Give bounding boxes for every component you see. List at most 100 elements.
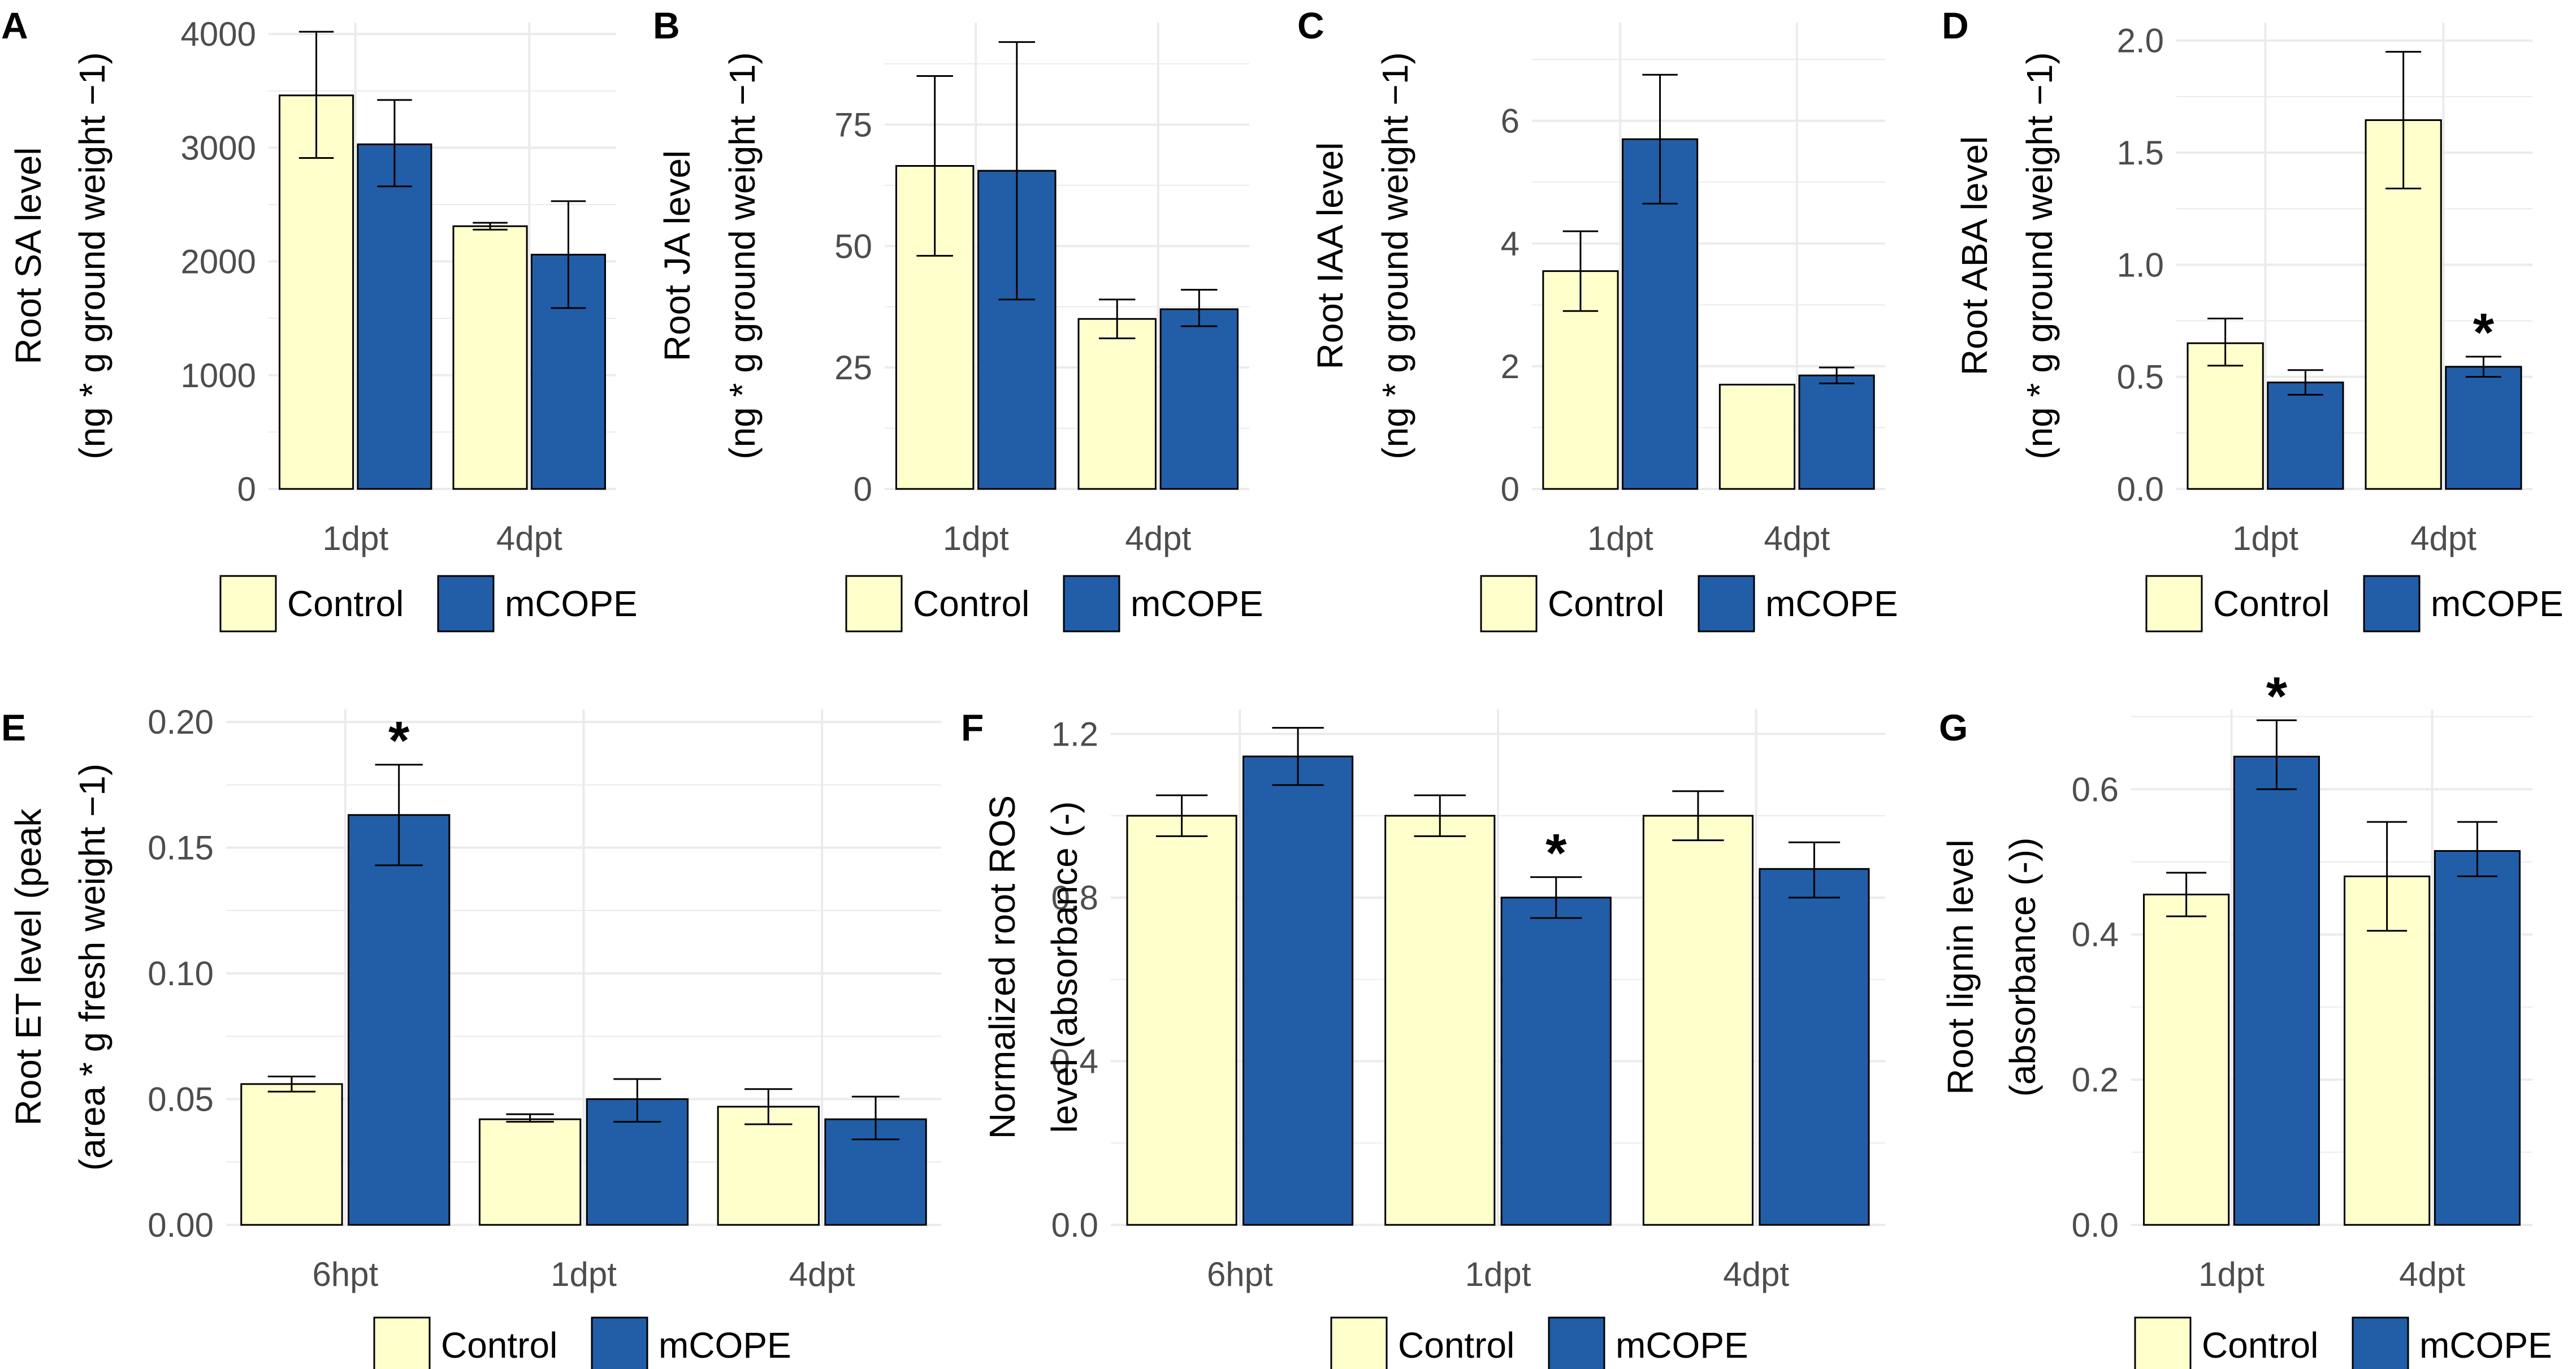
y-axis-label: level (absorbance (-) bbox=[1044, 802, 1085, 1133]
bar-mcope bbox=[1242, 755, 1354, 1226]
bar-control bbox=[478, 1118, 582, 1226]
x-tick-label: 6hpt bbox=[312, 1255, 378, 1293]
bar-mcope bbox=[1500, 896, 1612, 1226]
y-axis-label: (ng * g ground weight −1) bbox=[722, 52, 763, 459]
bar-control bbox=[279, 94, 354, 490]
legend: Control mCOPE bbox=[1330, 1316, 1748, 1369]
y-tick-label: 0.05 bbox=[148, 1081, 214, 1119]
y-tick-label: 0.00 bbox=[148, 1206, 214, 1244]
y-tick-label: 0.8 bbox=[1051, 879, 1098, 917]
legend-key-control bbox=[2145, 575, 2203, 632]
bar-mcope bbox=[2233, 755, 2320, 1226]
significance-star: * bbox=[1545, 823, 1567, 883]
y-axis-label: Root ABA level bbox=[1954, 136, 1995, 375]
legend-label-control: Control bbox=[913, 583, 1029, 624]
legend-label-mcope: mCOPE bbox=[1131, 583, 1263, 624]
x-tick-label: 4dpt bbox=[496, 519, 562, 557]
y-tick-label: 0 bbox=[237, 470, 256, 508]
y-tick-label: 0.0 bbox=[1051, 1206, 1098, 1244]
x-tick-label: 4dpt bbox=[2410, 519, 2477, 557]
bar-mcope bbox=[2434, 850, 2521, 1226]
y-tick-label: 25 bbox=[834, 349, 872, 387]
bar-mcope bbox=[2445, 366, 2522, 490]
y-tick-label: 4 bbox=[1501, 225, 1519, 263]
x-tick-label: 1dpt bbox=[1465, 1255, 1531, 1293]
x-tick-label: 4dpt bbox=[1125, 519, 1191, 557]
y-tick-label: 6 bbox=[1501, 102, 1519, 140]
bar-control bbox=[2344, 875, 2431, 1226]
bar-mcope bbox=[348, 814, 451, 1226]
panel-letter: A bbox=[1, 5, 28, 46]
panel-e: 0.00 0.05 0.10 0.15 0.20 6hpt 1dpt 4dpt * E Root E… bbox=[1, 703, 941, 1369]
legend-label-control: Control bbox=[441, 1325, 557, 1366]
bar-control bbox=[2143, 894, 2230, 1226]
x-tick-label: 1dpt bbox=[551, 1255, 617, 1293]
legend: Control mCOPE bbox=[1480, 575, 1898, 632]
legend-label-mcope: mCOPE bbox=[2431, 583, 2564, 624]
y-tick-label: 0.4 bbox=[1051, 1042, 1098, 1080]
bar-control bbox=[717, 1106, 820, 1226]
legend-key-mcope bbox=[437, 575, 495, 632]
panel-c: 0 2 4 6 1dpt 4dpt C Root IAA level (ng * g groun… bbox=[1297, 5, 1898, 632]
y-tick-label: 0.0 bbox=[2117, 470, 2164, 508]
legend: Control mCOPE bbox=[845, 575, 1263, 632]
legend-label-control: Control bbox=[1548, 583, 1664, 624]
x-tick-label: 1dpt bbox=[1587, 519, 1653, 557]
bar-control bbox=[452, 225, 528, 490]
bar-mcope bbox=[1159, 308, 1239, 490]
y-tick-label: 0.10 bbox=[148, 955, 214, 993]
y-tick-label: 2 bbox=[1501, 348, 1519, 385]
legend-key-control bbox=[1330, 1316, 1388, 1369]
bar-mcope bbox=[1759, 868, 1870, 1226]
bar-control bbox=[1642, 815, 1754, 1226]
legend-key-control bbox=[1480, 575, 1538, 632]
significance-star: * bbox=[388, 711, 410, 771]
legend: Control mCOPE bbox=[2145, 575, 2564, 632]
x-tick-label: 1dpt bbox=[322, 519, 388, 557]
y-axis-label: Root ET level (peak bbox=[8, 808, 49, 1126]
legend-label-mcope: mCOPE bbox=[1616, 1325, 1748, 1366]
x-tick-label: 4dpt bbox=[1723, 1255, 1789, 1293]
panel-b: 0 25 50 75 1dpt 4dpt B Root JA level (ng * g gro… bbox=[653, 5, 1263, 632]
y-tick-label: 0.0 bbox=[2072, 1206, 2119, 1244]
y-axis-label: (area * g fresh weight −1) bbox=[72, 764, 112, 1171]
legend-key-mcope bbox=[591, 1316, 648, 1369]
y-tick-label: 50 bbox=[834, 227, 872, 265]
panel-letter: F bbox=[961, 707, 984, 748]
legend: Control mCOPE bbox=[373, 1316, 791, 1369]
significance-star: * bbox=[2473, 302, 2495, 363]
x-tick-label: 4dpt bbox=[1764, 519, 1830, 557]
legend-key-control bbox=[2134, 1316, 2192, 1369]
panel-a: 0 1000 2000 3000 4000 1dpt 4dpt A Root SA level (… bbox=[1, 5, 638, 632]
x-tick-label: 4dpt bbox=[2399, 1255, 2465, 1293]
y-tick-label: 0.6 bbox=[2072, 770, 2119, 808]
legend: Control mCOPE bbox=[2134, 1316, 2552, 1369]
panel-d: 0.0 0.5 1.0 1.5 2.0 1dpt 4dpt * D Root ABA level (… bbox=[1942, 5, 2564, 632]
significance-star: * bbox=[2266, 666, 2288, 726]
panel-letter: D bbox=[1942, 5, 1969, 46]
bar-control bbox=[1126, 815, 1237, 1226]
y-tick-label: 0.5 bbox=[2117, 358, 2164, 396]
legend-key-mcope bbox=[2363, 575, 2421, 632]
y-tick-label: 1.0 bbox=[2117, 246, 2164, 284]
y-axis-label: Root JA level bbox=[657, 150, 698, 362]
legend-label-control: Control bbox=[1398, 1325, 1514, 1366]
legend-key-control bbox=[219, 575, 277, 632]
y-axis-label: (ng * g ground weight −1) bbox=[72, 52, 112, 459]
x-tick-label: 1dpt bbox=[2198, 1255, 2265, 1293]
y-tick-label: 0.4 bbox=[2072, 916, 2119, 954]
x-tick-label: 4dpt bbox=[789, 1255, 855, 1293]
panel-letter: B bbox=[653, 5, 680, 46]
y-tick-label: 0.20 bbox=[148, 703, 214, 741]
y-axis-label: (ng * g ground weight −1) bbox=[1375, 52, 1415, 459]
legend-key-mcope bbox=[1548, 1316, 1605, 1369]
y-tick-label: 2.0 bbox=[2117, 22, 2164, 60]
bar-mcope bbox=[2267, 382, 2344, 490]
legend-key-mcope bbox=[2352, 1316, 2409, 1369]
y-tick-label: 75 bbox=[834, 106, 872, 144]
y-axis-label: (ng * g ground weight −1) bbox=[2019, 52, 2060, 459]
legend-label-control: Control bbox=[287, 583, 404, 624]
bar-control bbox=[2187, 342, 2264, 490]
panel-letter: G bbox=[1939, 707, 1968, 748]
